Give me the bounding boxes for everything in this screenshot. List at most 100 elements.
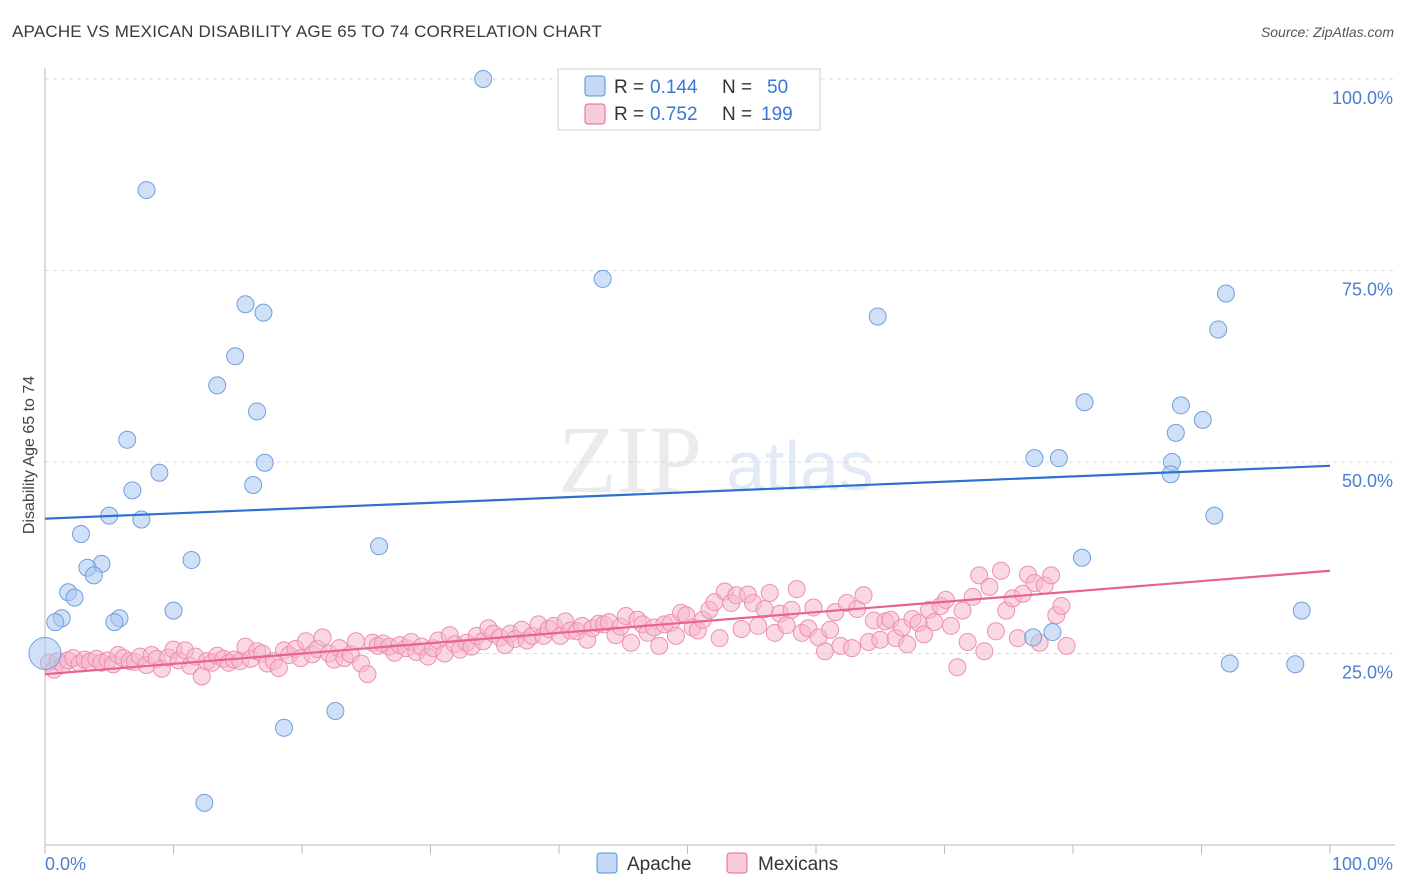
- apache-point-0: [474, 70, 493, 88]
- apache-point-8: [118, 430, 137, 449]
- mexicans-point-58: [358, 665, 377, 684]
- mexicans-point-151: [871, 630, 890, 649]
- apache-point-22: [65, 588, 84, 607]
- mexicans-point-126: [732, 619, 751, 638]
- apache-point-37: [1193, 410, 1212, 429]
- mexicans-point-164: [941, 616, 960, 635]
- apache-point-10: [150, 463, 169, 482]
- mexicans-point-161: [925, 613, 944, 632]
- legend-mexicans-swatch: [584, 103, 606, 125]
- apache-point-44: [1072, 548, 1091, 567]
- watermark: ZIP atlas: [558, 406, 874, 513]
- apache-point-47: [1024, 628, 1043, 647]
- legend-apache-r-value: 0.144: [650, 77, 698, 98]
- mexicans-point-148: [854, 586, 873, 605]
- apache-point-35: [1075, 393, 1094, 412]
- mexicans-point-56: [346, 632, 365, 651]
- axes: [44, 68, 1395, 854]
- apache-point-33: [1216, 284, 1235, 303]
- mexicans-point-159: [914, 625, 933, 644]
- y-tick-label-2: 75.0%: [1342, 280, 1393, 300]
- apache-point-28: [28, 637, 62, 670]
- legend-top: R = 0.144 N = 50 R = 0.752 N = 199: [557, 68, 821, 131]
- chart-title: APACHE VS MEXICAN DISABILITY AGE 65 TO 7…: [12, 22, 602, 41]
- apache-point-32: [868, 307, 887, 326]
- mexicans-point-142: [821, 620, 840, 639]
- legend-mexicans-r-label: R =: [614, 104, 644, 125]
- apache-point-27: [105, 613, 124, 632]
- legend-apache-swatch: [584, 75, 606, 97]
- mexicans-point-106: [621, 633, 640, 652]
- mexicans-trend-line: [44, 569, 1331, 676]
- mexicans-point-173: [992, 561, 1011, 580]
- apache-point-5: [226, 347, 245, 366]
- y-axis-label: Disability Age 65 to 74: [21, 376, 38, 534]
- legend-apache-r-label: R =: [614, 77, 644, 98]
- apache-point-40: [1049, 449, 1068, 468]
- legend-bottom-apache-swatch: [596, 852, 618, 874]
- apache-point-34: [1209, 320, 1228, 339]
- y-tick-label-0: 25.0%: [1342, 663, 1393, 683]
- mexicans-point-170: [975, 642, 994, 661]
- apache-point-23: [164, 601, 183, 620]
- apache-trend-line: [44, 464, 1331, 520]
- mexicans-point-135: [782, 600, 801, 619]
- legend-mexicans-n-label: N =: [722, 104, 752, 125]
- tick-labels: 25.0% 50.0% 75.0% 100.0% 0.0% 100.0%: [45, 88, 1393, 874]
- mexicans-point-167: [958, 633, 977, 652]
- apache-point-9: [255, 453, 274, 472]
- apache-points: [28, 70, 1311, 812]
- apache-point-43: [1205, 506, 1224, 525]
- apache-point-38: [1166, 423, 1185, 442]
- mexicans-points: [39, 561, 1076, 686]
- mexicans-point-166: [953, 601, 972, 620]
- apache-point-49: [1286, 655, 1305, 674]
- mexicans-point-168: [963, 587, 982, 606]
- apache-point-6: [208, 376, 227, 395]
- apache-point-29: [275, 718, 294, 737]
- y-tick-label-1: 50.0%: [1342, 471, 1393, 491]
- watermark-atlas: atlas: [726, 427, 874, 505]
- apache-point-7: [248, 402, 267, 421]
- mexicans-point-129: [749, 616, 768, 635]
- apache-point-36: [1171, 396, 1190, 415]
- apache-point-1: [137, 181, 156, 200]
- apache-point-30: [326, 701, 345, 720]
- x-tick-label-1: 100.0%: [1332, 854, 1393, 874]
- mexicans-point-136: [787, 580, 806, 599]
- apache-point-31: [195, 793, 214, 812]
- apache-point-12: [123, 481, 142, 500]
- mexicans-point-50: [313, 628, 332, 647]
- legend-bottom-apache-label: Apache: [627, 854, 691, 875]
- mexicans-point-172: [986, 622, 1005, 641]
- apache-point-42: [1161, 465, 1180, 484]
- apache-point-39: [1025, 449, 1044, 468]
- legend-apache-n-label: N =: [722, 77, 752, 98]
- apache-point-17: [182, 551, 201, 570]
- mexicans-point-182: [1042, 566, 1061, 585]
- mexicans-point-141: [815, 642, 834, 661]
- apache-point-3: [236, 295, 255, 314]
- apache-point-48: [1220, 654, 1239, 673]
- apache-point-45: [1292, 601, 1311, 620]
- source-label: Source: ZipAtlas.com: [1260, 24, 1394, 40]
- mexicans-point-131: [760, 583, 779, 602]
- y-tick-label-3: 100.0%: [1332, 88, 1393, 108]
- apache-point-11: [244, 475, 263, 494]
- mexicans-point-156: [898, 635, 917, 654]
- mexicans-point-184: [1052, 597, 1071, 616]
- gridlines: [45, 78, 1395, 654]
- legend-mexicans-n-value: 199: [761, 104, 793, 125]
- mexicans-point-134: [777, 616, 796, 635]
- apache-point-20: [84, 566, 103, 585]
- mexicans-point-176: [1008, 629, 1027, 648]
- apache-point-26: [46, 613, 65, 632]
- apache-point-2: [593, 269, 612, 288]
- legend-bottom-mexicans-swatch: [726, 852, 748, 874]
- mexicans-point-165: [948, 658, 967, 677]
- apache-point-15: [71, 525, 90, 544]
- apache-point-46: [1043, 623, 1062, 642]
- mexicans-point-163: [936, 590, 955, 609]
- trend-lines: [44, 464, 1331, 676]
